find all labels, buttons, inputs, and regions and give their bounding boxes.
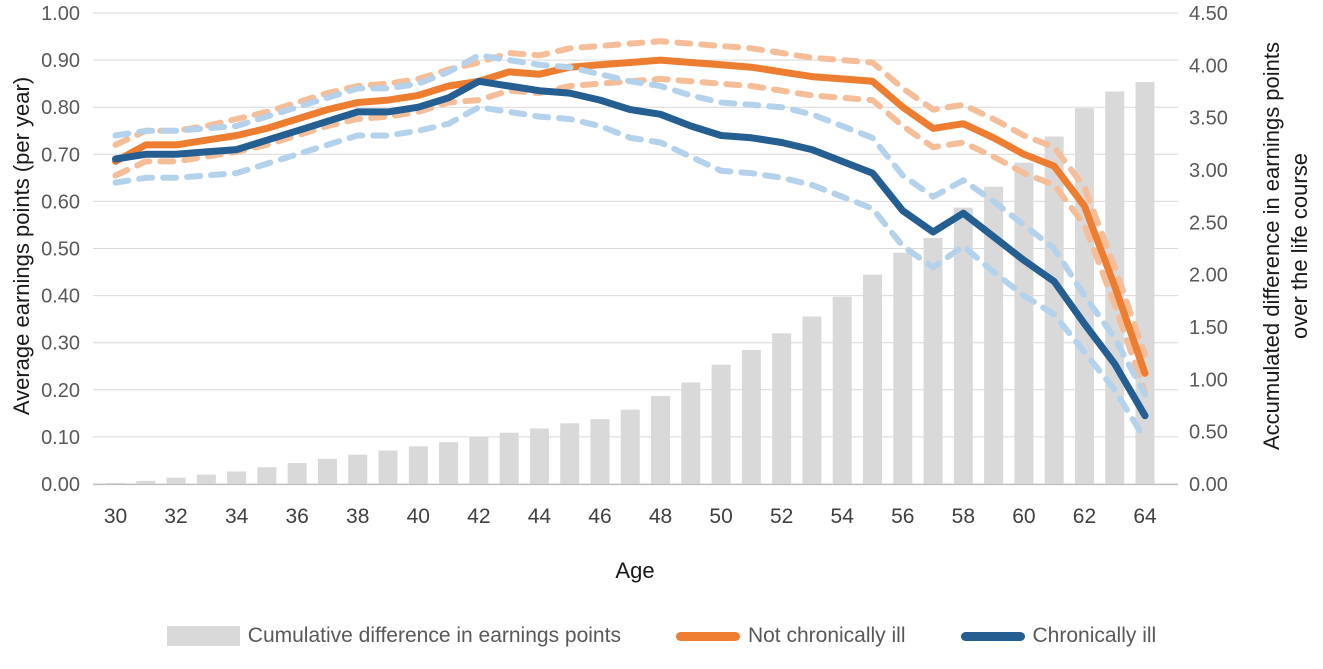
left-axis-title: Average earnings points (per year): [9, 76, 34, 416]
combo-chart-plot-area: 0.00 0.10 0.20 0.30 0.40 0.50 0.60 0.70 0.80 0.90…: [41, 3, 1228, 528]
bar: [257, 467, 277, 484]
bar: [378, 450, 398, 484]
bar: [317, 458, 337, 484]
bar: [227, 471, 247, 484]
x-axis-tick-label: 34: [225, 505, 249, 528]
bar: [802, 316, 822, 484]
bar: [408, 446, 428, 484]
bar: [984, 186, 1004, 484]
right-axis-tick-label: 4.00: [1189, 55, 1228, 77]
bar: [469, 436, 489, 484]
x-axis-tick-label: 42: [467, 505, 490, 528]
x-axis-tick-label: 44: [528, 505, 552, 528]
bar: [590, 419, 610, 484]
bar: [106, 482, 125, 484]
right-axis-tick-label: 1.00: [1189, 369, 1228, 391]
bar: [620, 409, 640, 484]
left-axis-tick-label: 0.30: [41, 333, 80, 355]
left-axis-tick-label: 0.10: [41, 427, 80, 449]
line-chronically-ill-ci-lower: [112, 104, 1148, 443]
bar: [529, 428, 549, 484]
x-axis-tick-label: 40: [407, 505, 430, 528]
bar: [1044, 136, 1064, 485]
right-axis-title-line2: over the life course: [1287, 153, 1312, 339]
left-axis-tick-label: 0.50: [41, 239, 80, 261]
x-axis-tick-label: 60: [1012, 505, 1035, 528]
left-axis-tick-label: 0.80: [41, 97, 80, 119]
x-axis-tick-label: 64: [1133, 505, 1157, 528]
bar: [499, 432, 519, 484]
x-axis-tick-label: 46: [588, 505, 611, 528]
right-axis-tick-label: 3.50: [1189, 108, 1228, 130]
bar: [923, 238, 943, 484]
line-chronically-ill: [112, 77, 1149, 420]
x-axis-title: Age: [615, 558, 655, 583]
left-axis-tick-label: 0.60: [41, 191, 80, 213]
left-axis-tick-label: 0.70: [41, 144, 80, 166]
bar: [863, 274, 882, 484]
left-axis-tick-label: 0.40: [41, 286, 80, 308]
x-axis-tick-label: 36: [286, 505, 309, 528]
bar: [711, 364, 731, 484]
right-axis-tick-label: 4.50: [1189, 3, 1228, 25]
x-axis-tick-label: 62: [1073, 505, 1096, 528]
right-axis-tick-label: 1.50: [1189, 317, 1228, 339]
bar: [1014, 162, 1034, 484]
bar: [439, 442, 459, 484]
legend-label-cumulative-difference: Cumulative difference in earnings points: [247, 624, 621, 647]
x-axis-tick-label: 30: [104, 505, 127, 528]
line-not-chronically-ill-ci-upper: [112, 38, 1148, 358]
right-axis-tick-label: 0.50: [1189, 422, 1228, 444]
legend-item-not-chronically-ill: Not chronically ill: [675, 624, 906, 648]
right-axis-tick-label: 3.00: [1189, 160, 1228, 182]
chart-legend: Cumulative difference in earnings points…: [0, 624, 1323, 648]
x-axis-tick-label: 50: [709, 505, 732, 528]
bar-series-cumulative-difference: [106, 82, 1155, 485]
x-axis-tick-label: 58: [952, 505, 975, 528]
legend-label-chronically-ill: Chronically ill: [1032, 624, 1157, 647]
bar: [953, 207, 973, 484]
bar: [166, 477, 186, 484]
bar: [681, 382, 701, 484]
bar: [136, 480, 156, 484]
x-axis-tick-label: 48: [649, 505, 672, 528]
right-axis-tick-label: 2.00: [1189, 265, 1228, 287]
bar: [348, 454, 368, 484]
left-axis-tick-label: 0.20: [41, 380, 80, 402]
bar: [893, 252, 913, 484]
right-axis-tick-label: 0.00: [1189, 474, 1228, 496]
legend-item-chronically-ill: Chronically ill: [960, 624, 1157, 648]
legend-line-swatch-blue: [960, 631, 1025, 641]
left-axis-tick-labels: 0.00 0.10 0.20 0.30 0.40 0.50 0.60 0.70 0.80 0.90…: [41, 3, 80, 496]
right-axis-tick-label: 2.50: [1189, 212, 1228, 234]
bar: [772, 333, 792, 484]
x-axis-tick-label: 38: [346, 505, 369, 528]
legend-bar-swatch: [166, 626, 240, 646]
line-not-chronically-ill: [112, 56, 1149, 377]
left-axis-tick-label: 1.00: [41, 3, 80, 25]
left-axis-tick-label: 0.90: [41, 50, 80, 72]
bar: [196, 474, 216, 484]
x-axis-tick-labels: 30 32 34 36 38 40 42 44 46 48 50 52 54 56 58 60 62 64: [104, 505, 1157, 528]
right-axis-title-line1: Accumulated difference in earnings point…: [1259, 41, 1284, 451]
left-axis-tick-label: 0.00: [41, 474, 80, 496]
legend-label-not-chronically-ill: Not chronically ill: [747, 624, 906, 647]
right-axis-tick-labels: 0.00 0.50 1.00 1.50 2.00 2.50 3.00 3.50 4.00 4.50: [1189, 3, 1228, 496]
bar: [287, 463, 307, 484]
x-axis-tick-label: 54: [831, 505, 855, 528]
bar: [651, 396, 671, 484]
legend-line-swatch-orange: [675, 631, 740, 641]
bar: [832, 296, 852, 484]
x-axis-tick-label: 52: [770, 505, 793, 528]
bar: [560, 423, 580, 484]
bar: [741, 350, 761, 484]
x-axis-tick-label: 56: [891, 505, 914, 528]
x-axis-tick-label: 32: [164, 505, 187, 528]
legend-item-cumulative-difference: Cumulative difference in earnings points: [166, 624, 621, 648]
line-chronically-ill-ci-upper: [112, 52, 1148, 398]
